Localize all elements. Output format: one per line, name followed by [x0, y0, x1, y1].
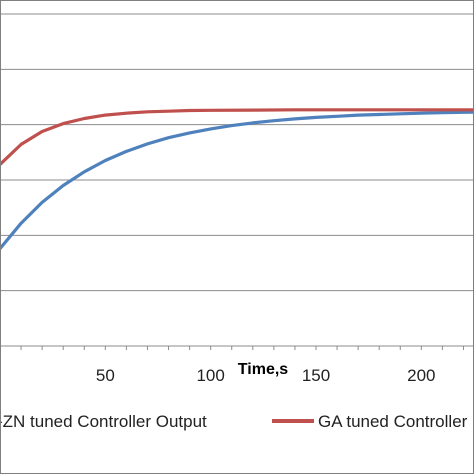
x-tick-labels: 50 100 150 200 — [96, 366, 436, 385]
axes — [0, 345, 474, 350]
x-tick-label: 200 — [407, 366, 435, 385]
legend: -ZN tuned Controller Output GA tuned Cont… — [0, 412, 468, 431]
gridlines — [0, 13, 474, 292]
x-tick-label: 100 — [196, 366, 224, 385]
series-layer — [0, 108, 474, 251]
series-line-1 — [0, 108, 474, 167]
x-tick-label: 50 — [96, 366, 115, 385]
series-line-0 — [0, 110, 474, 251]
legend-label-0: -ZN tuned Controller Output — [0, 412, 207, 431]
x-axis-label: Time,s — [238, 361, 289, 378]
legend-label-1: GA tuned Controller — [318, 412, 468, 431]
x-tick-label: 150 — [302, 366, 330, 385]
